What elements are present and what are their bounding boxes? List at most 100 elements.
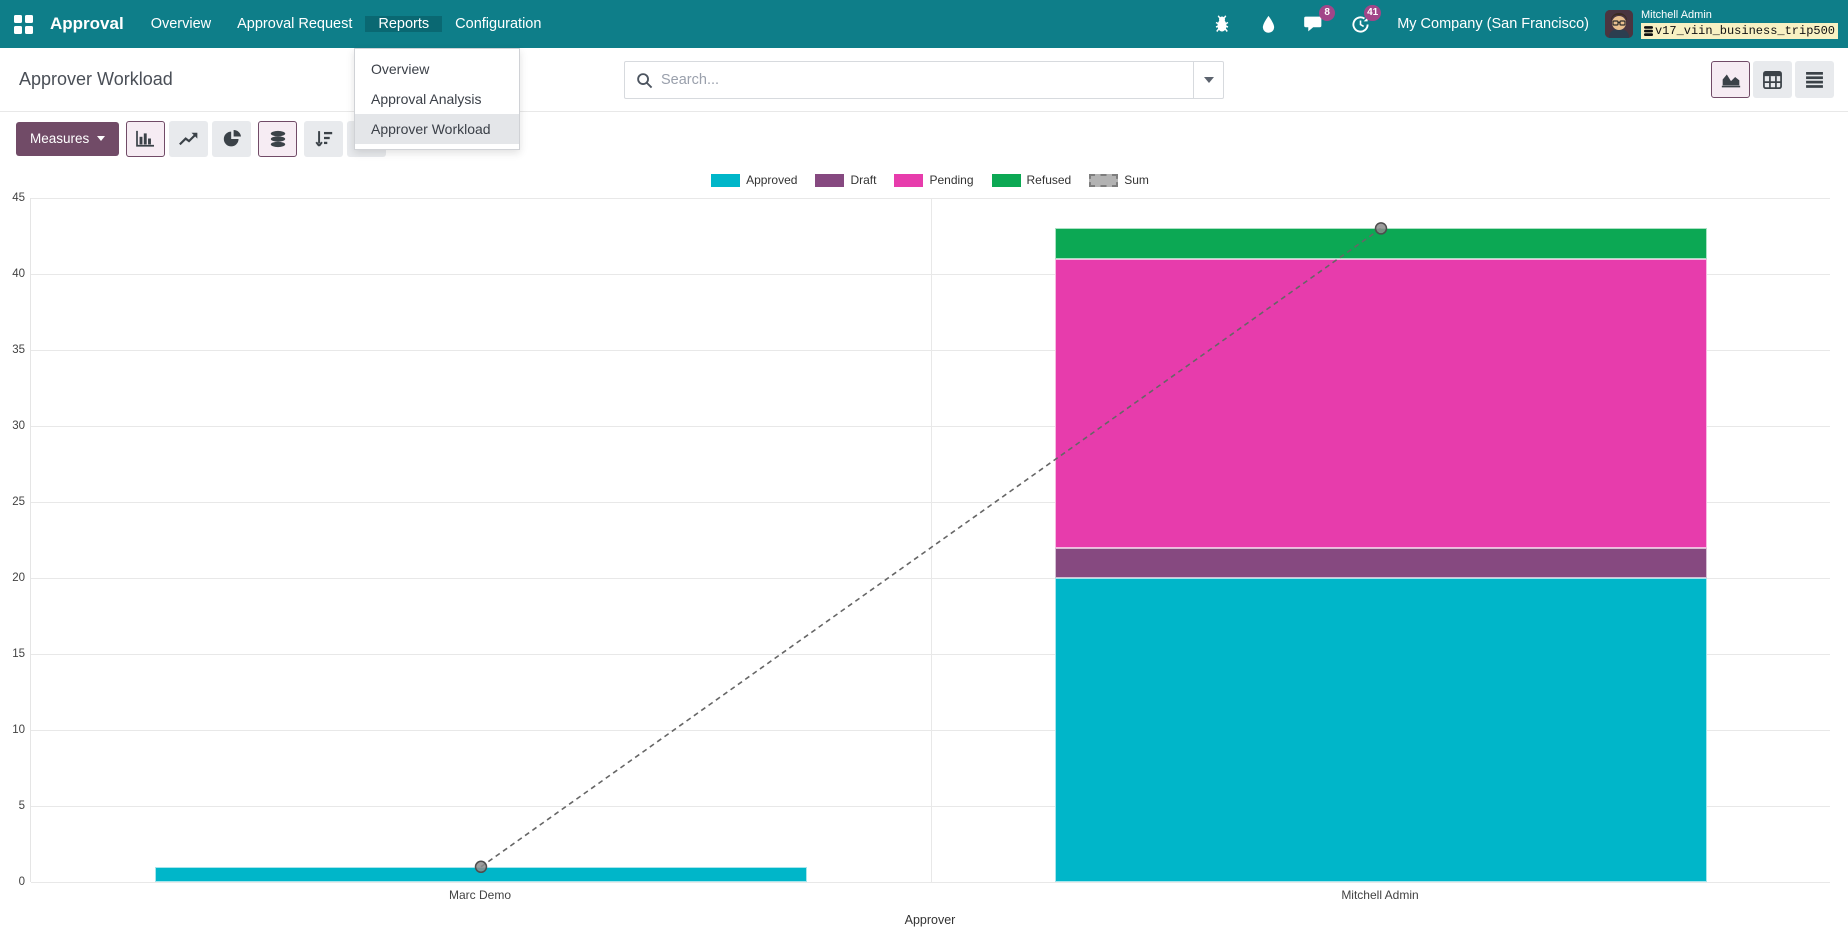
- legend-item-refused[interactable]: Refused: [991, 173, 1072, 187]
- search-options-toggle[interactable]: [1193, 62, 1223, 98]
- database-name: v17_viin_business_trip500: [1654, 24, 1835, 38]
- chart-area: Approved Draft Pending Refused Sum 0 5 10 15 20 2…: [0, 165, 1848, 934]
- list-view-icon: [1806, 71, 1823, 88]
- bar-segment-mitchell-admin-draft[interactable]: [1055, 547, 1707, 578]
- user-name: Mitchell Admin: [1640, 9, 1712, 21]
- top-navbar: Approval Overview Approval Request Reports…: [0, 0, 1848, 48]
- y-axis-tick-label: 20: [12, 572, 25, 584]
- sum-line-layer: [474, 222, 1388, 874]
- gridline: [31, 806, 1830, 807]
- database-icon: [1643, 25, 1653, 36]
- nav-item-reports[interactable]: Reports: [365, 16, 443, 32]
- gridline: [31, 350, 1830, 351]
- chart-plot: 0 5 10 15 20 25 30 35 40 45: [12, 192, 1830, 888]
- y-axis-tick-label: 5: [18, 800, 25, 812]
- legend-swatch: [815, 173, 845, 187]
- apps-menu-button[interactable]: [0, 14, 46, 34]
- nav-item-overview[interactable]: Overview: [150, 16, 212, 32]
- y-axis-tick-label: 35: [12, 344, 25, 356]
- gridline: [31, 274, 1830, 275]
- legend-label: Pending: [929, 173, 974, 187]
- x-axis-label-marc-demo: Marc Demo: [448, 888, 511, 902]
- pie-chart-icon: [223, 129, 241, 146]
- chat-bubble-icon: [1304, 16, 1322, 32]
- legend-swatch: [1089, 173, 1119, 187]
- graph-view-button[interactable]: [1711, 61, 1750, 98]
- graph-view-icon: [1721, 74, 1740, 88]
- gridline: [31, 578, 1830, 579]
- pie-chart-button[interactable]: [212, 120, 252, 157]
- menu-item-approver-workload[interactable]: Approver Workload: [355, 114, 519, 144]
- gridline: [31, 198, 1830, 199]
- sum-data-point[interactable]: [474, 860, 488, 874]
- view-switcher: [1711, 61, 1834, 98]
- menu-item-overview[interactable]: Overview: [371, 61, 430, 77]
- legend-swatch: [711, 173, 741, 187]
- bug-icon: [1215, 15, 1229, 32]
- y-axis-tick-label: 0: [18, 876, 25, 888]
- legend-item-pending[interactable]: Pending: [894, 173, 974, 187]
- chevron-down-icon: [97, 136, 106, 141]
- nav-item-approval-request[interactable]: Approval Request: [237, 16, 353, 32]
- legend-item-sum[interactable]: Sum: [1089, 173, 1149, 187]
- measures-button[interactable]: Measures: [16, 121, 120, 156]
- chevron-down-icon: [1203, 77, 1214, 83]
- clock-icon: [1352, 15, 1369, 33]
- sum-dashed-line: [480, 227, 1382, 868]
- list-view-button[interactable]: [1795, 61, 1834, 98]
- messages-count-badge: 8: [1319, 5, 1336, 21]
- legend-label: Draft: [850, 173, 877, 187]
- sum-data-point[interactable]: [1374, 222, 1388, 235]
- reports-dropdown-menu: Overview Approval Analysis Approver Worklo…: [354, 48, 520, 150]
- messages-button[interactable]: 8: [1302, 5, 1336, 36]
- activities-count-badge: 41: [1364, 5, 1382, 21]
- vertical-gridline: [930, 198, 932, 882]
- pivot-view-icon: [1763, 70, 1782, 89]
- legend-label: Approved: [746, 173, 798, 187]
- legend-swatch: [894, 173, 924, 187]
- droplet-icon-button[interactable]: [1256, 12, 1280, 36]
- sort-descending-button[interactable]: [304, 120, 344, 157]
- debug-bug-icon[interactable]: [1210, 12, 1234, 36]
- activities-button[interactable]: 41: [1348, 5, 1382, 36]
- menu-item-approval-analysis[interactable]: Approval Analysis: [371, 91, 482, 107]
- chart-legend: Approved Draft Pending Refused Sum: [30, 173, 1830, 187]
- measures-label: Measures: [30, 131, 90, 146]
- navbar-menu: Overview Approval Request Reports Configura…: [138, 16, 555, 32]
- legend-item-draft[interactable]: Draft: [815, 173, 876, 187]
- bar-segment-mitchell-admin-pending[interactable]: [1055, 258, 1707, 548]
- line-chart-button[interactable]: [169, 120, 209, 157]
- gridline: [31, 426, 1830, 427]
- line-chart-icon: [178, 132, 198, 145]
- pivot-view-button[interactable]: [1753, 61, 1792, 98]
- legend-item-approved[interactable]: Approved: [711, 173, 797, 187]
- stacked-toggle-button[interactable]: [258, 120, 298, 157]
- database-badge: v17_viin_business_trip500: [1640, 23, 1838, 39]
- y-axis-tick-label: 25: [12, 496, 25, 508]
- company-switcher[interactable]: My Company (San Francisco): [1397, 16, 1589, 32]
- gridline: [31, 502, 1830, 503]
- legend-label: Refused: [1026, 173, 1072, 187]
- app-name[interactable]: Approval: [50, 14, 124, 33]
- search-input[interactable]: [653, 72, 1193, 88]
- search-icon: [625, 72, 653, 89]
- control-panel-top: Approver Workload: [0, 48, 1848, 112]
- x-axis-title: Approver: [904, 913, 956, 927]
- gridline: [31, 730, 1830, 731]
- bar-chart-button[interactable]: [126, 120, 166, 157]
- y-axis-tick-label: 15: [12, 648, 25, 660]
- stacked-icon: [270, 130, 285, 147]
- sort-descending-icon: [315, 131, 332, 147]
- apps-grid-icon: [13, 14, 33, 34]
- bar-segment-mitchell-admin-approved[interactable]: [1055, 578, 1707, 882]
- bar-chart-icon: [136, 130, 155, 147]
- y-axis-tick-label: 40: [12, 268, 25, 280]
- control-panel-toolbar: Measures: [0, 112, 1848, 165]
- gridline: [31, 882, 1830, 883]
- nav-item-configuration[interactable]: Configuration: [455, 16, 542, 32]
- y-axis-tick-label: 45: [12, 192, 25, 204]
- x-axis-label-mitchell-admin: Mitchell Admin: [1341, 888, 1419, 902]
- user-menu[interactable]: Mitchell Admin v17_viin_business_trip500: [1604, 9, 1838, 39]
- page-title: Approver Workload: [19, 69, 173, 89]
- gridline: [31, 654, 1830, 655]
